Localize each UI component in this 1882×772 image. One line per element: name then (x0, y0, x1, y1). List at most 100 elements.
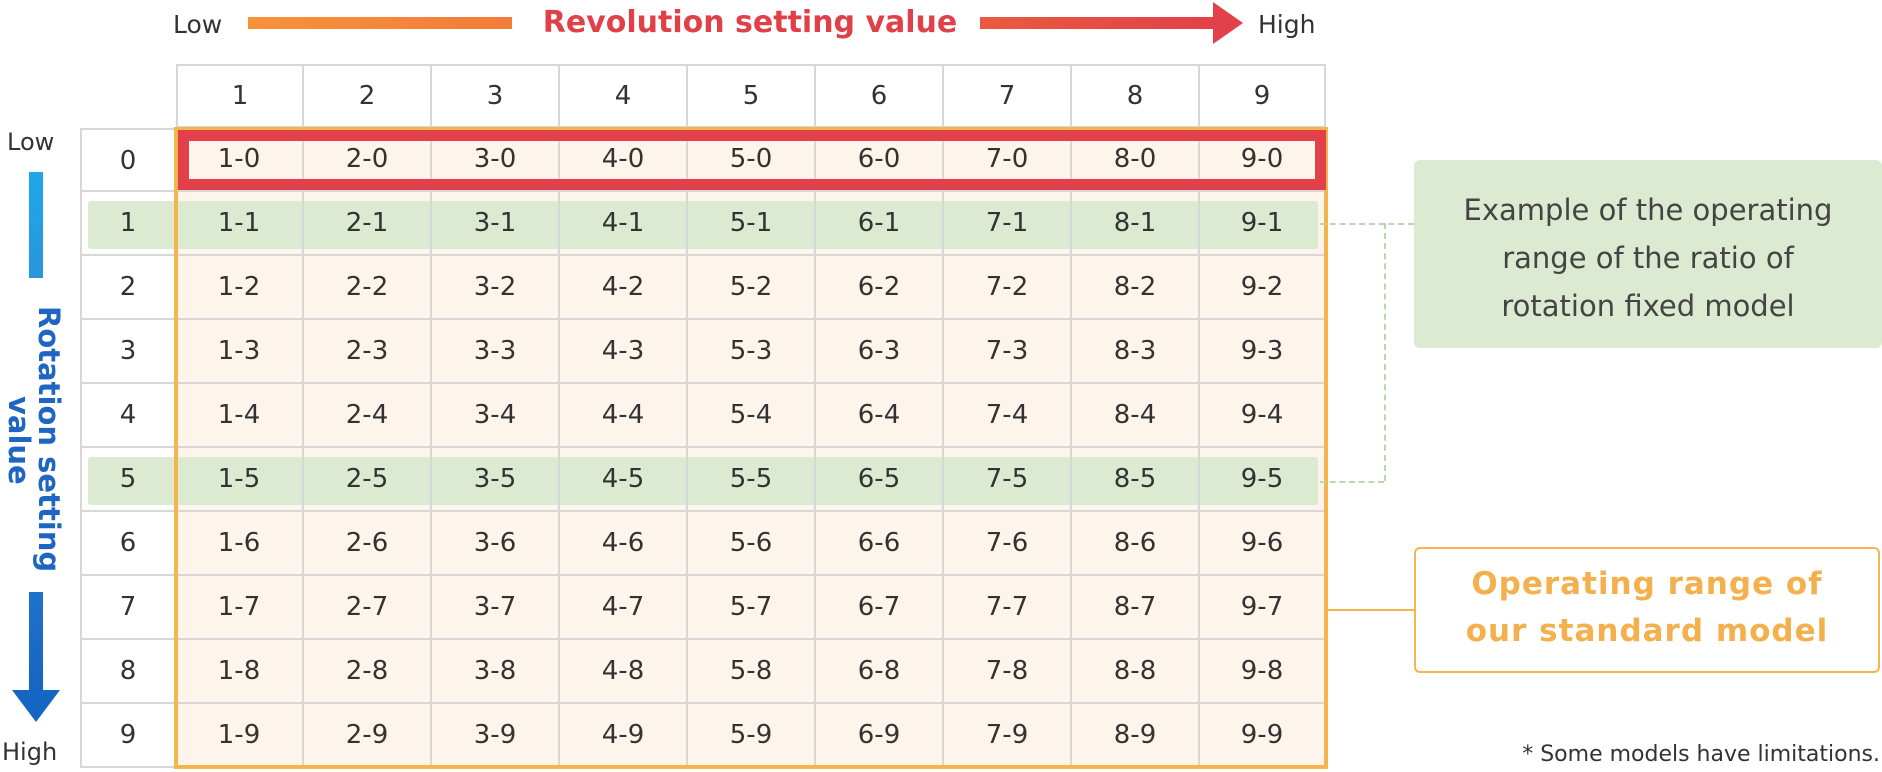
grid-cell: 9-3 (1200, 320, 1326, 384)
grid-cell: 6-3 (816, 320, 944, 384)
green-callout-connector-top (1320, 223, 1414, 225)
grid-cell: 9-8 (1200, 640, 1326, 704)
row-header-1: 1 (80, 192, 176, 256)
grid-cell: 1-0 (176, 128, 304, 192)
grid-cell: 3-9 (432, 704, 560, 768)
standard-model-callout: Operating range of our standard model (1414, 547, 1880, 673)
grid-cell: 3-8 (432, 640, 560, 704)
rotation-axis-title: Rotation setting value (0, 300, 72, 580)
grid-cell: 3-2 (432, 256, 560, 320)
grid-cell: 5-4 (688, 384, 816, 448)
grid-cell: 6-0 (816, 128, 944, 192)
grid-cell: 9-7 (1200, 576, 1326, 640)
grid-cell: 8-7 (1072, 576, 1200, 640)
grid-cell: 2-6 (304, 512, 432, 576)
grid-cell: 9-0 (1200, 128, 1326, 192)
column-header-6: 6 (816, 64, 944, 128)
row-header-7: 7 (80, 576, 176, 640)
row-header-8: 8 (80, 640, 176, 704)
revolution-high-label: High (1258, 10, 1316, 39)
grid-cell: 6-6 (816, 512, 944, 576)
grid-cell: 1-2 (176, 256, 304, 320)
green-callout-connector-bottom (1320, 481, 1384, 483)
grid-cell: 7-0 (944, 128, 1072, 192)
row-header-0: 0 (80, 128, 176, 192)
row-header-6: 6 (80, 512, 176, 576)
grid-cell: 8-2 (1072, 256, 1200, 320)
row-header-4: 4 (80, 384, 176, 448)
grid-cell: 5-5 (688, 448, 816, 512)
grid-cell: 4-3 (560, 320, 688, 384)
grid-cell: 8-0 (1072, 128, 1200, 192)
right-arrow-icon (1213, 2, 1243, 44)
ratio-fixed-callout-line2: range of the ratio of (1502, 241, 1794, 275)
grid-cell: 2-8 (304, 640, 432, 704)
down-arrow-icon (12, 690, 60, 722)
grid-cell: 8-5 (1072, 448, 1200, 512)
ratio-fixed-callout-line3: rotation fixed model (1501, 289, 1795, 323)
grid-cell: 8-8 (1072, 640, 1200, 704)
grid-cell: 2-4 (304, 384, 432, 448)
grid-cell: 3-5 (432, 448, 560, 512)
grid-cell: 5-9 (688, 704, 816, 768)
grid-cell: 5-6 (688, 512, 816, 576)
grid-cell: 2-5 (304, 448, 432, 512)
ratio-fixed-model-callout: Example of the operating range of the ra… (1414, 160, 1882, 348)
grid-cell: 6-2 (816, 256, 944, 320)
grid-cell: 4-8 (560, 640, 688, 704)
grid-cell: 7-6 (944, 512, 1072, 576)
grid-cell: 7-7 (944, 576, 1072, 640)
grid-cell: 1-6 (176, 512, 304, 576)
grid-cell: 9-5 (1200, 448, 1326, 512)
grid-cell: 3-1 (432, 192, 560, 256)
grid-cell: 3-3 (432, 320, 560, 384)
grid-cell: 4-7 (560, 576, 688, 640)
green-highlight-row-1 (88, 201, 1318, 249)
revolution-arrow-bar-left (248, 17, 512, 29)
grid-cell: 5-8 (688, 640, 816, 704)
grid-cell: 6-8 (816, 640, 944, 704)
row-header-9: 9 (80, 704, 176, 768)
grid-cell: 3-6 (432, 512, 560, 576)
column-header-9: 9 (1200, 64, 1326, 128)
grid-cell: 4-1 (560, 192, 688, 256)
column-header-8: 8 (1072, 64, 1200, 128)
row-header-5: 5 (80, 448, 176, 512)
standard-callout-line1: Operating range of (1471, 566, 1823, 602)
column-header-4: 4 (560, 64, 688, 128)
grid-cell: 1-1 (176, 192, 304, 256)
orange-callout-connector (1328, 609, 1414, 611)
grid-cell: 3-0 (432, 128, 560, 192)
grid-cell: 3-4 (432, 384, 560, 448)
grid-cell: 5-1 (688, 192, 816, 256)
column-header-3: 3 (432, 64, 560, 128)
grid-cell: 9-2 (1200, 256, 1326, 320)
grid-cell: 5-0 (688, 128, 816, 192)
grid-cell: 7-1 (944, 192, 1072, 256)
grid-cell: 8-9 (1072, 704, 1200, 768)
grid-cell: 7-4 (944, 384, 1072, 448)
grid-cell: 1-4 (176, 384, 304, 448)
grid-cell: 3-7 (432, 576, 560, 640)
green-highlight-row-5 (88, 457, 1318, 505)
grid-cell: 1-7 (176, 576, 304, 640)
standard-callout-line2: our standard model (1465, 613, 1829, 649)
grid-cell: 1-3 (176, 320, 304, 384)
grid-cell: 9-6 (1200, 512, 1326, 576)
grid-cell: 4-5 (560, 448, 688, 512)
grid-cell: 9-4 (1200, 384, 1326, 448)
grid-cell: 7-3 (944, 320, 1072, 384)
grid-cell: 7-2 (944, 256, 1072, 320)
grid-cell: 6-5 (816, 448, 944, 512)
grid-cell: 7-8 (944, 640, 1072, 704)
grid-cell: 6-7 (816, 576, 944, 640)
grid-cell: 5-2 (688, 256, 816, 320)
ratio-fixed-callout-line1: Example of the operating (1463, 193, 1833, 227)
grid-cell: 2-2 (304, 256, 432, 320)
grid-cell: 2-0 (304, 128, 432, 192)
grid-cell: 6-4 (816, 384, 944, 448)
grid-cell: 4-2 (560, 256, 688, 320)
grid-cell: 1-8 (176, 640, 304, 704)
grid-cell: 2-3 (304, 320, 432, 384)
grid-cell: 2-9 (304, 704, 432, 768)
